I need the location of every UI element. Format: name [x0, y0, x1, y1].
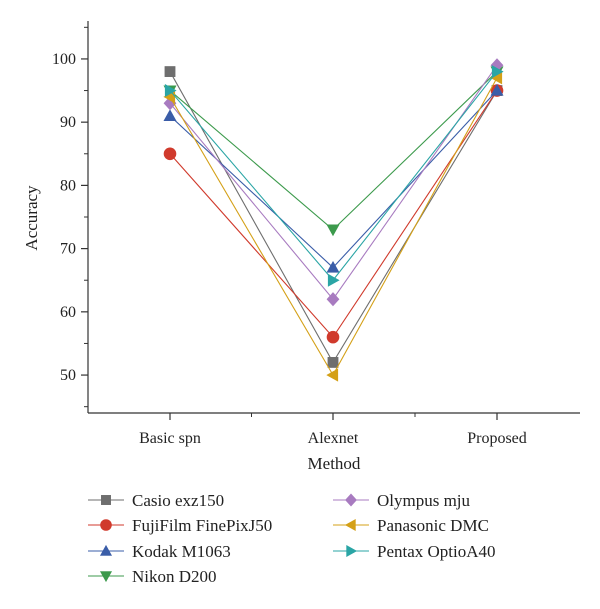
- legend-marker: [346, 544, 358, 558]
- series: [163, 58, 504, 382]
- data-point-marker: [163, 109, 177, 121]
- legend-marker: [100, 519, 112, 531]
- legend-label: Kodak M1063: [132, 542, 231, 561]
- legend-label: FujiFilm FinePixJ50: [132, 516, 272, 535]
- y-tick-label: 80: [60, 177, 76, 194]
- data-point-marker: [491, 65, 504, 79]
- y-tick-label: 50: [60, 367, 76, 384]
- data-point-marker: [327, 273, 340, 287]
- y-tick-label: 90: [60, 114, 76, 131]
- data-point-marker: [326, 260, 340, 273]
- legend-marker: [99, 571, 113, 583]
- data-point-marker: [163, 147, 177, 161]
- x-tick-label: Alexnet: [308, 430, 359, 447]
- series-6: [164, 65, 504, 287]
- legend-marker: [101, 495, 111, 505]
- legend-marker: [345, 493, 357, 507]
- legend-item: Nikon D200: [88, 567, 217, 586]
- y-tick-label: 70: [60, 241, 76, 258]
- legend-item: Panasonic DMC: [333, 516, 489, 535]
- data-point-marker: [490, 83, 504, 96]
- x-tick-label: Proposed: [467, 430, 527, 447]
- legend-label: Panasonic DMC: [377, 516, 489, 535]
- x-axis-label: Method: [308, 454, 361, 473]
- legend-label: Pentax OptioA40: [377, 542, 496, 561]
- legend-item: FujiFilm FinePixJ50: [88, 516, 272, 535]
- data-point-marker: [164, 66, 176, 77]
- data-point-marker: [326, 224, 340, 237]
- series-0: [164, 66, 503, 368]
- data-point-marker: [164, 84, 177, 98]
- x-tick-label: Basic spn: [139, 430, 201, 447]
- legend-item: Casio exz150: [88, 491, 224, 510]
- data-point-marker: [326, 368, 339, 382]
- legend-label: Nikon D200: [132, 567, 217, 586]
- axes: [87, 21, 580, 414]
- legend-marker: [99, 544, 113, 556]
- legend-label: Olympus mju: [377, 491, 471, 510]
- y-ticks: 50 60 70 80 90 100: [52, 26, 88, 408]
- data-point-marker: [327, 357, 339, 368]
- legend-item: Pentax OptioA40: [333, 542, 496, 561]
- data-point-marker: [326, 292, 340, 307]
- legend-item: Kodak M1063: [88, 542, 231, 561]
- series-line: [169, 90, 498, 269]
- series-line: [169, 71, 498, 364]
- y-tick-label: 100: [52, 51, 76, 68]
- data-point-marker: [326, 330, 340, 344]
- series-2: [163, 83, 504, 273]
- legend: Casio exz150 FujiFilm FinePixJ50 Kodak M10…: [88, 491, 496, 586]
- series-4: [163, 58, 504, 307]
- series-line: [169, 71, 498, 231]
- legend-marker: [344, 518, 356, 532]
- legend-item: Olympus mju: [333, 491, 471, 510]
- y-axis-label: Accuracy: [22, 185, 41, 251]
- legend-label: Casio exz150: [132, 491, 224, 510]
- series-5: [163, 71, 503, 382]
- y-tick-label: 60: [60, 304, 76, 321]
- series-line: [169, 71, 498, 282]
- x-ticks: Basic spn Alexnet Proposed: [139, 413, 527, 447]
